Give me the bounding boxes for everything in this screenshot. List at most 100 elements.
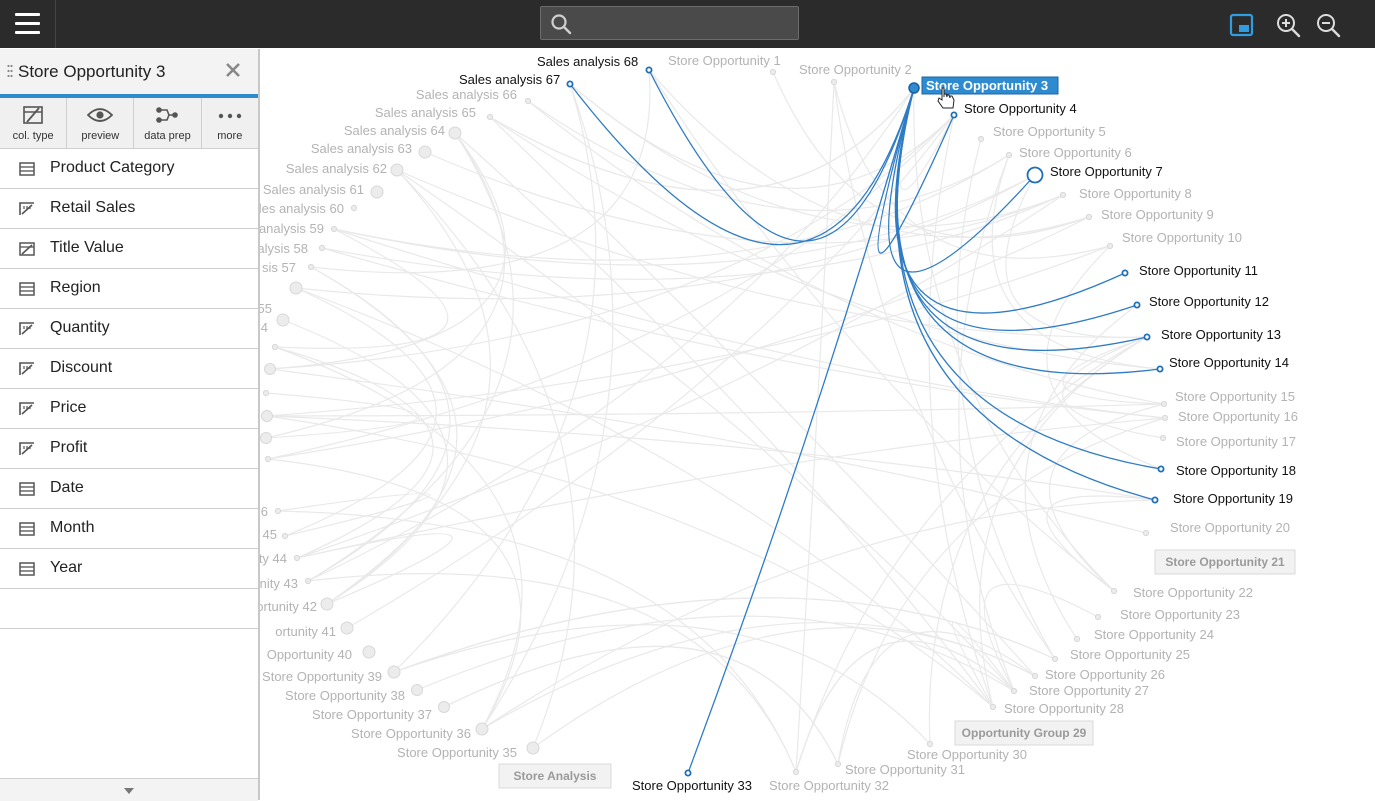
- field-item[interactable]: Retail Sales: [0, 189, 258, 229]
- graph-node[interactable]: [438, 701, 450, 713]
- graph-node[interactable]: [1073, 635, 1081, 643]
- node-label[interactable]: analysis 59: [260, 221, 324, 236]
- field-item[interactable]: Discount: [0, 349, 258, 389]
- node-label[interactable]: Store Opportunity 33: [632, 778, 752, 793]
- node-label[interactable]: Store Opportunity 36: [351, 726, 471, 741]
- group-label[interactable]: Store Analysis: [514, 769, 597, 783]
- node-label[interactable]: 55: [260, 301, 272, 316]
- graph-node[interactable]: [524, 97, 532, 105]
- node-label[interactable]: sis 57: [262, 260, 296, 275]
- preview-button[interactable]: preview: [67, 98, 135, 148]
- graph-node[interactable]: [1143, 333, 1151, 341]
- graph-node[interactable]: [418, 145, 432, 159]
- graph-node[interactable]: [390, 163, 404, 177]
- field-item[interactable]: Quantity: [0, 309, 258, 349]
- graph-node[interactable]: [792, 768, 800, 776]
- field-item[interactable]: Month: [0, 509, 258, 549]
- graph-node[interactable]: [1159, 434, 1167, 442]
- graph-node[interactable]: [684, 769, 692, 777]
- graph-node[interactable]: [1157, 465, 1165, 473]
- node-label[interactable]: 45: [263, 527, 277, 542]
- node-label[interactable]: Sales analysis 68: [537, 54, 638, 69]
- menu-button[interactable]: [0, 0, 56, 48]
- node-label[interactable]: Store Opportunity 25: [1070, 647, 1190, 662]
- node-label[interactable]: ortunity 41: [275, 624, 336, 639]
- field-item[interactable]: Price: [0, 389, 258, 429]
- node-label[interactable]: Store Opportunity 16: [1178, 409, 1298, 424]
- node-label[interactable]: Store Opportunity 17: [1176, 434, 1296, 449]
- node-label[interactable]: Store Opportunity 28: [1004, 701, 1124, 716]
- more-button[interactable]: more: [202, 98, 258, 148]
- graph-node[interactable]: [977, 135, 985, 143]
- graph-node[interactable]: [950, 111, 958, 119]
- field-item[interactable]: Year: [0, 549, 258, 589]
- field-item[interactable]: Profit: [0, 429, 258, 469]
- graph-node[interactable]: [989, 703, 997, 711]
- column-type-button[interactable]: col. type: [0, 98, 68, 148]
- graph-node[interactable]: [362, 645, 376, 659]
- chevron-down-icon[interactable]: [124, 787, 134, 795]
- graph-node[interactable]: [261, 410, 273, 422]
- graph-node[interactable]: [1160, 400, 1168, 408]
- node-label[interactable]: Store Opportunity 13: [1161, 327, 1281, 342]
- graph-node[interactable]: [830, 78, 838, 86]
- group-box[interactable]: [954, 720, 1094, 746]
- graph-node[interactable]: [526, 741, 540, 755]
- node-label[interactable]: Sales analysis 67: [459, 72, 560, 87]
- selected-node-label[interactable]: Store Opportunity 3: [926, 78, 1048, 93]
- node-label[interactable]: Store Opportunity 10: [1122, 230, 1242, 245]
- graph-node[interactable]: [1161, 414, 1169, 422]
- graph-node[interactable]: [1051, 655, 1059, 663]
- graph-node[interactable]: [1133, 301, 1141, 309]
- graph-node[interactable]: [1026, 166, 1044, 184]
- graph-node[interactable]: [281, 532, 289, 540]
- graph-node[interactable]: [566, 80, 574, 88]
- search-input[interactable]: [540, 6, 799, 40]
- graph-node[interactable]: [1121, 269, 1129, 277]
- field-item[interactable]: Title Value: [0, 229, 258, 269]
- node-label[interactable]: Store Opportunity 32: [769, 778, 889, 793]
- graph-node[interactable]: [769, 68, 777, 76]
- drag-handle-icon[interactable]: [7, 64, 13, 78]
- node-label[interactable]: ortunity 42: [260, 599, 317, 614]
- graph-node[interactable]: [304, 577, 312, 585]
- node-label[interactable]: Store Opportunity 39: [262, 669, 382, 684]
- graph-node[interactable]: [1094, 613, 1102, 621]
- graph-node[interactable]: [1106, 242, 1114, 250]
- graph-node[interactable]: [264, 363, 276, 375]
- node-label[interactable]: Store Opportunity 26: [1045, 667, 1165, 682]
- graph-node[interactable]: [274, 507, 282, 515]
- graph-node[interactable]: [264, 455, 272, 463]
- graph-node[interactable]: [448, 126, 462, 140]
- graph-node[interactable]: [1005, 151, 1013, 159]
- graph-node[interactable]: [387, 665, 401, 679]
- graph-node[interactable]: [1031, 672, 1039, 680]
- node-label[interactable]: Store Opportunity 19: [1173, 491, 1293, 506]
- node-label[interactable]: Sales analysis 65: [375, 105, 476, 120]
- node-label[interactable]: Store Opportunity 14: [1169, 355, 1289, 370]
- node-label[interactable]: Store Opportunity 30: [907, 747, 1027, 762]
- graph-node[interactable]: [1110, 587, 1118, 595]
- node-label[interactable]: Sales analysis 62: [286, 161, 387, 176]
- node-label[interactable]: Store Opportunity 37: [312, 707, 432, 722]
- node-label[interactable]: Store Opportunity 12: [1149, 294, 1269, 309]
- node-label[interactable]: 6: [261, 504, 268, 519]
- graph-node[interactable]: [289, 281, 303, 295]
- graph-node[interactable]: [926, 740, 934, 748]
- selected-node[interactable]: [908, 82, 920, 94]
- graph-node[interactable]: [350, 204, 358, 212]
- graph-node[interactable]: [260, 432, 272, 444]
- graph-node[interactable]: [307, 263, 315, 271]
- graph-node[interactable]: [1151, 496, 1159, 504]
- node-label[interactable]: Opportunity 40: [267, 647, 352, 662]
- graph-node[interactable]: [1085, 213, 1093, 221]
- node-label[interactable]: Store Opportunity 24: [1094, 627, 1214, 642]
- node-label[interactable]: les analysis 60: [260, 201, 344, 216]
- node-label[interactable]: Store Opportunity 5: [993, 124, 1106, 139]
- field-item[interactable]: Product Category: [0, 149, 258, 189]
- node-label[interactable]: Store Opportunity 1: [668, 53, 781, 68]
- graph-node[interactable]: [1010, 687, 1018, 695]
- graph-node[interactable]: [1059, 191, 1067, 199]
- graph-node[interactable]: [320, 597, 334, 611]
- graph-node[interactable]: [293, 554, 301, 562]
